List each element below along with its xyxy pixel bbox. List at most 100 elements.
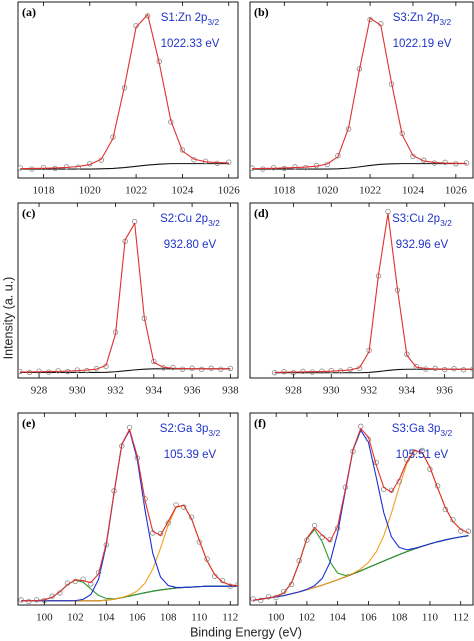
- x-tick-label: 928: [285, 385, 302, 397]
- annotation-name: S3:Zn 2p3/2: [393, 12, 452, 27]
- plot-area: [250, 423, 472, 604]
- annotation-subscript: 3/2: [207, 17, 219, 27]
- plot-area: [18, 424, 238, 605]
- x-tick-label: 1024: [402, 185, 425, 197]
- x-tick-label: 112: [453, 612, 469, 624]
- x-tick-label: 1024: [171, 185, 194, 197]
- data-point: [214, 160, 220, 166]
- data-point: [226, 159, 232, 165]
- annotation-energy: 932.96 eV: [396, 239, 449, 251]
- annotation-subscript: 3/2: [439, 17, 451, 27]
- x-tick-label: 934: [399, 385, 416, 397]
- x-tick-label: 106: [360, 612, 377, 624]
- x-tick-label: 100: [36, 612, 53, 624]
- curve: [252, 429, 469, 601]
- data-point: [40, 164, 47, 171]
- panel-label: (e): [22, 416, 35, 430]
- data-point: [88, 581, 94, 587]
- curve: [19, 222, 231, 373]
- x-tick-label: 110: [191, 612, 208, 624]
- plot-area: [271, 208, 473, 376]
- curve: [21, 428, 238, 602]
- annotation-subscript: 3/2: [208, 428, 220, 438]
- annotation-subscript: 3/2: [208, 218, 220, 228]
- panel-frame: [17, 1, 239, 179]
- annotation-name: S3:Ga 3p3/2: [392, 423, 453, 438]
- data-point: [179, 147, 186, 153]
- data-point: [281, 588, 287, 595]
- data-point: [18, 165, 24, 171]
- panel-frame: [17, 412, 239, 606]
- annotation-name: S1:Zn 2p3/2: [161, 12, 220, 27]
- x-tick-label: 110: [422, 612, 439, 624]
- curve: [20, 163, 229, 170]
- x-tick-label: 1020: [316, 185, 339, 197]
- x-tick-label: 936: [436, 385, 453, 397]
- panel-frame: [17, 202, 239, 379]
- curve: [252, 450, 469, 601]
- panel-label: (d): [254, 206, 269, 220]
- annotation-name: S2:Ga 3p3/2: [160, 423, 221, 438]
- panel: 100 102 104 106 108 110 112 (e) S2:Ga 3p3/2 105.3…: [17, 412, 239, 624]
- y-axis-label: Intensity (a. u.): [1, 277, 15, 360]
- panel-label: (f): [254, 416, 266, 430]
- plot-area: [18, 218, 234, 376]
- x-tick-label: 102: [67, 612, 84, 624]
- x-tick-label: 106: [129, 612, 146, 624]
- x-tick-label: 1026: [218, 185, 241, 197]
- panel: 1018 1020 1022 1024 1026 (a) S1:Zn 2p3/2 1022.3…: [17, 1, 241, 197]
- curve: [252, 427, 469, 601]
- annotation-text: S3:Ga 3p: [392, 423, 441, 435]
- x-tick-label: 108: [391, 612, 408, 624]
- data-point: [265, 594, 272, 600]
- data-point: [80, 576, 86, 583]
- data-point: [250, 596, 256, 602]
- data-point: [413, 363, 420, 370]
- annotation-name: S3:Cu 2p3/2: [392, 213, 452, 228]
- curve: [20, 14, 229, 170]
- plot-area: [18, 13, 232, 172]
- data-point: [258, 597, 264, 604]
- panel: 1018 1020 1022 1024 1026 (b) S3:Zn 2p3/2 1022.1…: [249, 1, 474, 197]
- x-tick-label: 1022: [125, 185, 147, 197]
- data-point: [227, 583, 233, 589]
- x-tick-label: 928: [31, 385, 48, 397]
- panel: 928 930 932 934 936 938 (c) S2:Cu 2p3/2 932.80 e…: [17, 202, 239, 397]
- annotation-subscript: 3/2: [440, 428, 452, 438]
- annotation-energy: 105.51 eV: [396, 449, 449, 461]
- data-point: [33, 597, 40, 603]
- annotation-text: S3:Cu 2p: [392, 213, 440, 225]
- x-tick-label: 102: [299, 612, 316, 624]
- x-axis-label: Binding Energy (eV): [190, 625, 302, 639]
- annotation-energy: 1022.33 eV: [161, 38, 220, 50]
- panel: 928 930 932 934 936 (d) S3:Cu 2p3/2 932.96 eV: [249, 202, 474, 397]
- curve: [252, 17, 467, 170]
- x-tick-label: 104: [98, 612, 115, 624]
- panel-frame: [249, 1, 474, 179]
- data-point: [151, 358, 157, 365]
- data-point: [442, 159, 448, 166]
- data-point: [198, 366, 205, 373]
- annotation-energy: 105.39 eV: [164, 449, 217, 461]
- x-tick-label: 100: [268, 612, 285, 624]
- panel-label: (b): [254, 5, 269, 19]
- data-point: [95, 569, 102, 576]
- x-tick-label: 930: [323, 385, 340, 397]
- data-point: [273, 594, 279, 601]
- x-tick-label: 1026: [445, 185, 468, 197]
- x-tick-label: 938: [222, 385, 239, 397]
- data-point: [235, 581, 238, 588]
- x-tick-label: 1022: [359, 185, 381, 197]
- x-tick-label: 1020: [79, 185, 102, 197]
- x-tick-label: 930: [69, 385, 86, 397]
- curve: [274, 212, 473, 373]
- data-point: [144, 13, 151, 19]
- panel-label: (a): [22, 5, 36, 19]
- annotation-name: S2:Cu 2p3/2: [160, 213, 220, 228]
- panel: 100 102 104 106 108 110 112 (f) S3:Ga 3p3/2 105.5…: [249, 412, 474, 624]
- x-tick-label: 108: [160, 612, 177, 624]
- x-tick-label: 934: [146, 385, 163, 397]
- annotation-text: S1:Zn 2p: [161, 12, 208, 24]
- x-tick-label: 112: [222, 612, 238, 624]
